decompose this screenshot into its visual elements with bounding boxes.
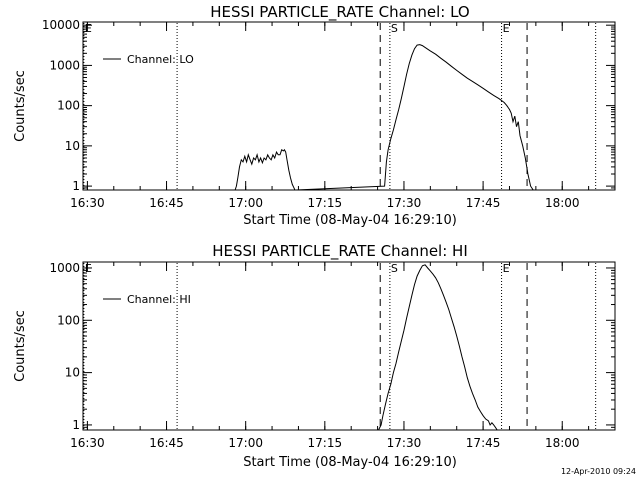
y-tick-label: 1000 — [49, 58, 80, 72]
x-tick-label: 16:30 — [70, 436, 105, 450]
y-axis-label: Counts/sec — [13, 310, 28, 382]
y-tick-label: 1 — [72, 179, 80, 193]
plot-frame — [82, 21, 616, 191]
series-line — [378, 264, 499, 431]
marker-label: S — [391, 22, 398, 35]
x-tick-label: 17:15 — [308, 436, 343, 450]
y-tick-label: 100 — [57, 99, 80, 113]
x-tick-label: 17:30 — [387, 196, 422, 210]
y-axis-label: Counts/sec — [13, 70, 28, 142]
y-tick-label: 100 — [57, 313, 80, 327]
marker-label: S — [391, 262, 398, 275]
series-line — [234, 44, 536, 191]
y-tick-label: 10 — [65, 366, 80, 380]
x-tick-label: 18:00 — [545, 436, 580, 450]
x-axis-label: Start Time (08-May-04 16:29:10) — [243, 213, 457, 228]
x-axis-label: Start Time (08-May-04 16:29:10) — [243, 455, 457, 470]
y-tick-label: 10 — [65, 139, 80, 153]
legend-label: Channel: HI — [127, 293, 191, 306]
x-tick-label: 17:15 — [308, 196, 343, 210]
x-tick-label: 17:30 — [387, 436, 422, 450]
x-tick-label: 17:00 — [228, 196, 263, 210]
marker-label: E — [85, 22, 92, 35]
marker-label: E — [503, 22, 510, 35]
chart-title: HESSI PARTICLE_RATE Channel: HI — [212, 242, 468, 261]
x-tick-label: 17:00 — [228, 436, 263, 450]
y-tick-label: 1 — [72, 418, 80, 432]
y-tick-label: 10000 — [42, 18, 80, 32]
panel-hi: HESSI PARTICLE_RATE Channel: HI 1 10 100 100… — [13, 242, 616, 470]
timestamp: 12-Apr-2010 09:24 — [561, 467, 636, 476]
x-tick-label: 16:45 — [149, 196, 184, 210]
x-tick-label: 16:45 — [149, 436, 184, 450]
panel-lo: HESSI PARTICLE_RATE Channel: LO 1 10 100 100… — [13, 3, 616, 228]
x-tick-label: 18:00 — [545, 196, 580, 210]
x-tick-label: 17:45 — [466, 436, 501, 450]
plot-frame — [82, 261, 616, 431]
x-tick-label: 16:30 — [70, 196, 105, 210]
chart-title: HESSI PARTICLE_RATE Channel: LO — [210, 3, 469, 22]
marker-label: E — [85, 262, 92, 275]
legend-label: Channel: LO — [127, 53, 194, 66]
x-tick-label: 17:45 — [466, 196, 501, 210]
marker-label: E — [503, 262, 510, 275]
y-tick-label: 1000 — [49, 261, 80, 275]
